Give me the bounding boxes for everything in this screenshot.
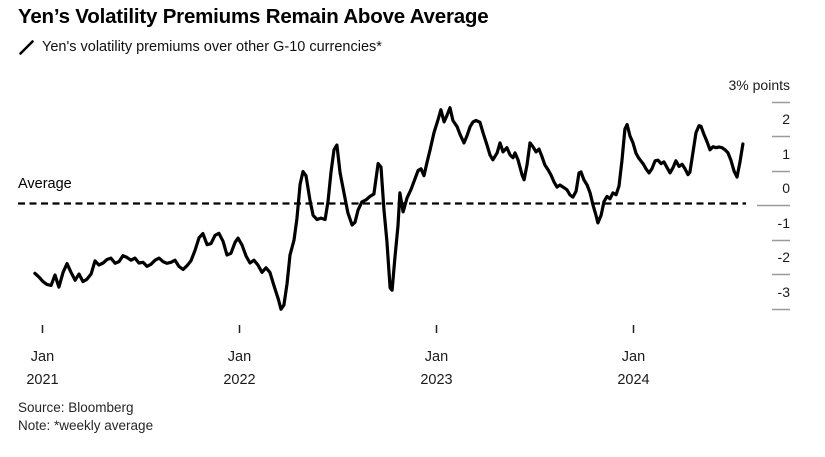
- yen-volatility-premium-series: [33, 106, 745, 311]
- x-tick-label-month: Jan: [228, 349, 251, 365]
- chart-footer: Source: Bloomberg Note: *weekly average: [18, 399, 153, 435]
- page-title: Yen’s Volatility Premiums Remain Above A…: [18, 5, 489, 28]
- x-tick-label-month: Jan: [425, 349, 448, 365]
- x-tick-label-year: 2024: [617, 372, 649, 388]
- legend-label: Yen's volatility premiums over other G-1…: [42, 39, 382, 55]
- x-tick-label-month: Jan: [31, 349, 54, 365]
- y-tick-label: 2: [782, 111, 790, 127]
- y-tick-label: -2: [778, 249, 791, 265]
- legend-line-icon: [19, 39, 34, 55]
- source-text: Source: Bloomberg: [18, 400, 134, 415]
- y-tick-label: 0: [782, 180, 790, 196]
- y-tick-label: 3% points: [729, 77, 790, 93]
- y-tick-label: 1: [782, 146, 790, 162]
- x-tick-label-month: Jan: [622, 349, 645, 365]
- average-label: Average: [18, 176, 72, 192]
- chart-legend: Yen's volatility premiums over other G-1…: [19, 39, 382, 55]
- x-tick-label-year: 2022: [223, 372, 255, 388]
- y-tick-label: -1: [778, 215, 791, 231]
- x-tick-label-year: 2023: [420, 372, 452, 388]
- y-tick-label: -3: [778, 284, 791, 300]
- x-tick-label-year: 2021: [26, 372, 58, 388]
- note-text: Note: *weekly average: [18, 418, 154, 433]
